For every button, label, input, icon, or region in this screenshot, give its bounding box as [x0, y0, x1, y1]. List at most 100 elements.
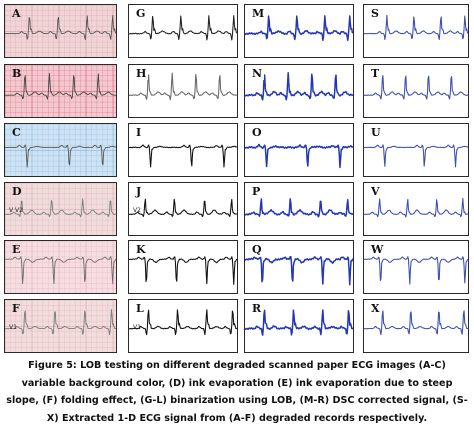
ecg-panel-p: P [244, 182, 354, 236]
panel-label: O [250, 126, 264, 139]
panel-label: X [369, 302, 382, 315]
ecg-panel-l-plot [129, 309, 237, 336]
ecg-panel-r: R [244, 299, 354, 353]
panel-label: P [250, 185, 263, 198]
ecg-paper-grid [5, 241, 116, 293]
ecg-panel-w-plot [364, 256, 468, 285]
ecg-trace [129, 256, 237, 285]
ecg-panel-v: V [363, 182, 469, 236]
ecg-panel-q: Q [244, 240, 354, 294]
ecg-panel-v-plot [364, 197, 468, 218]
ecg-trace [129, 309, 237, 336]
figure-caption: Figure 5: LOB testing on different degra… [6, 360, 468, 424]
panel-label: B [12, 67, 22, 80]
ecg-trace [129, 144, 237, 168]
ecg-panel-u: U [363, 123, 469, 177]
ecg-panel-w: W [363, 240, 469, 294]
panel-label: K [134, 243, 148, 256]
ecg-panel-h: H [128, 64, 238, 118]
ecg-panel-j: J V2 [128, 182, 238, 236]
ecg-panel-b: B [4, 64, 117, 118]
ecg-panel-a-plot [5, 5, 116, 57]
lead-label: V1 [9, 324, 17, 331]
panel-label: W [369, 243, 386, 256]
ecg-trace [5, 14, 116, 41]
panel-label: I [134, 126, 144, 139]
ecg-panel-b-plot [5, 65, 116, 117]
panel-label: M [250, 7, 267, 20]
panel-label: F [12, 302, 20, 315]
ecg-panel-x: X [363, 299, 469, 353]
ecg-trace [245, 198, 353, 218]
panel-label: C [12, 126, 21, 139]
ecg-panel-x-plot [364, 310, 468, 336]
panel-label: L [134, 302, 146, 315]
lead-label: V2 [133, 207, 141, 214]
ecg-panel-k-plot [129, 256, 237, 285]
ecg-trace [129, 72, 237, 101]
ecg-panel-c: C [4, 123, 117, 177]
ecg-panel-m-plot [245, 15, 353, 42]
ecg-trace [245, 309, 353, 336]
ecg-panel-r-plot [245, 309, 353, 336]
ecg-panel-a: A [4, 4, 117, 58]
ecg-panel-t: T [363, 64, 469, 118]
ecg-paper-grid [5, 183, 116, 235]
panel-label: Q [250, 243, 264, 256]
ecg-trace [5, 198, 116, 218]
ecg-panel-d-plot [5, 183, 116, 235]
ecg-panel-q-plot [245, 255, 353, 286]
ecg-trace [5, 309, 116, 336]
panel-label: R [250, 302, 264, 315]
panel-label: A [12, 7, 21, 20]
ecg-trace [129, 15, 237, 41]
ecg-panel-s-plot [364, 14, 468, 41]
ecg-panel-f-plot [5, 300, 116, 352]
ecg-trace [364, 14, 468, 41]
lead-label: V1 [133, 324, 141, 331]
panel-label: H [134, 67, 149, 80]
panel-label: N [250, 67, 265, 80]
lead-label: V V2 [9, 207, 23, 214]
ecg-trace [245, 15, 353, 42]
ecg-trace [245, 143, 353, 169]
ecg-panel-k: K [128, 240, 238, 294]
ecg-panel-e-plot [5, 241, 116, 293]
ecg-panel-n: N [244, 64, 354, 118]
ecg-trace [364, 75, 468, 100]
ecg-panel-i-plot [129, 144, 237, 168]
ecg-trace [129, 198, 237, 217]
ecg-trace [364, 144, 468, 168]
ecg-trace [364, 256, 468, 285]
ecg-panel-d: D V V2 [4, 182, 117, 236]
ecg-panel-o-plot [245, 143, 353, 169]
ecg-panel-g-plot [129, 15, 237, 41]
ecg-panel-e: E [4, 240, 117, 294]
ecg-panel-c-plot [5, 124, 116, 176]
ecg-trace [5, 144, 116, 168]
ecg-panel-s: S [363, 4, 469, 58]
panel-label: D [12, 185, 22, 198]
panel-label: T [369, 67, 382, 80]
ecg-trace [5, 256, 116, 285]
panel-label: V [369, 185, 382, 198]
ecg-trace [364, 197, 468, 218]
ecg-panel-l: L V1 [128, 299, 238, 353]
panel-label: S [369, 7, 381, 20]
ecg-trace [5, 72, 116, 100]
ecg-panel-n-plot [245, 71, 353, 101]
panel-label: G [134, 7, 148, 20]
ecg-panel-o: O [244, 123, 354, 177]
ecg-trace [245, 255, 353, 286]
ecg-panel-h-plot [129, 72, 237, 101]
ecg-panel-u-plot [364, 144, 468, 168]
ecg-panel-f: F V1 [4, 299, 117, 353]
panel-label: E [12, 243, 21, 256]
ecg-trace [364, 310, 468, 336]
ecg-panel-j-plot [129, 198, 237, 217]
panel-label: J [134, 185, 144, 198]
panel-label: U [369, 126, 383, 139]
ecg-panel-p-plot [245, 198, 353, 218]
ecg-panel-i: I [128, 123, 238, 177]
ecg-panel-t-plot [364, 75, 468, 100]
